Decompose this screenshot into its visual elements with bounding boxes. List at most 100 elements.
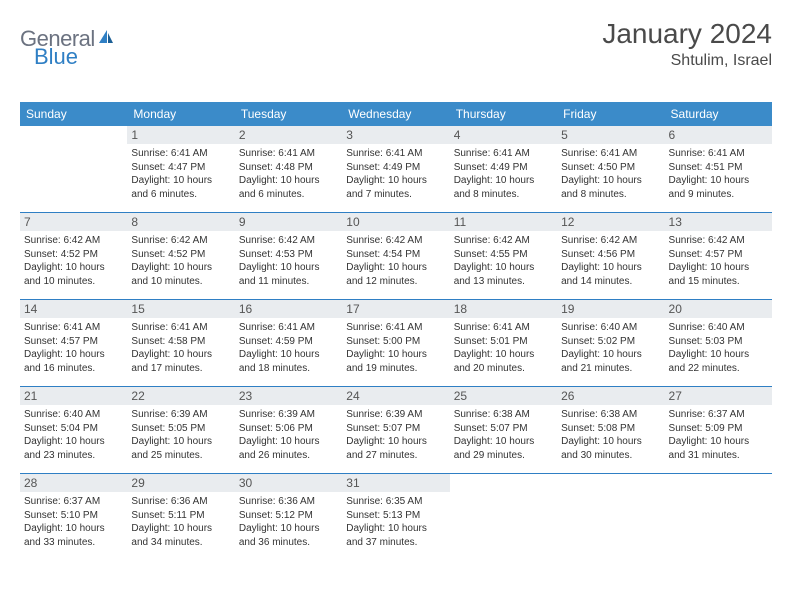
- sunrise-text: Sunrise: 6:36 AM: [131, 495, 230, 509]
- weekday-monday: Monday: [127, 102, 234, 126]
- day-number: 25: [450, 387, 557, 405]
- day-body: Sunrise: 6:42 AMSunset: 4:54 PMDaylight:…: [342, 231, 449, 292]
- month-title: January 2024: [602, 18, 772, 50]
- day-body: [450, 492, 557, 499]
- sunrise-text: Sunrise: 6:42 AM: [346, 234, 445, 248]
- week-row: 1Sunrise: 6:41 AMSunset: 4:47 PMDaylight…: [20, 126, 772, 213]
- weekday-thursday: Thursday: [450, 102, 557, 126]
- location: Shtulim, Israel: [602, 52, 772, 70]
- day-cell: 30Sunrise: 6:36 AMSunset: 5:12 PMDayligh…: [235, 474, 342, 560]
- sunset-text: Sunset: 5:04 PM: [24, 422, 123, 436]
- day-number: 3: [342, 126, 449, 144]
- week-row: 14Sunrise: 6:41 AMSunset: 4:57 PMDayligh…: [20, 300, 772, 387]
- sunrise-text: Sunrise: 6:36 AM: [239, 495, 338, 509]
- day-cell: 5Sunrise: 6:41 AMSunset: 4:50 PMDaylight…: [557, 126, 664, 212]
- sunset-text: Sunset: 5:02 PM: [561, 335, 660, 349]
- weekday-tuesday: Tuesday: [235, 102, 342, 126]
- day-number: 7: [20, 213, 127, 231]
- day-cell: 28Sunrise: 6:37 AMSunset: 5:10 PMDayligh…: [20, 474, 127, 560]
- day-cell: 13Sunrise: 6:42 AMSunset: 4:57 PMDayligh…: [665, 213, 772, 299]
- day-body: Sunrise: 6:40 AMSunset: 5:02 PMDaylight:…: [557, 318, 664, 379]
- sunrise-text: Sunrise: 6:41 AM: [239, 147, 338, 161]
- sunrise-text: Sunrise: 6:41 AM: [346, 321, 445, 335]
- week-row: 28Sunrise: 6:37 AMSunset: 5:10 PMDayligh…: [20, 474, 772, 560]
- sunset-text: Sunset: 5:01 PM: [454, 335, 553, 349]
- day-number: 2: [235, 126, 342, 144]
- sunrise-text: Sunrise: 6:41 AM: [131, 147, 230, 161]
- day-body: Sunrise: 6:41 AMSunset: 4:51 PMDaylight:…: [665, 144, 772, 205]
- daylight-text: Daylight: 10 hours and 26 minutes.: [239, 435, 338, 462]
- day-body: Sunrise: 6:35 AMSunset: 5:13 PMDaylight:…: [342, 492, 449, 553]
- daylight-text: Daylight: 10 hours and 8 minutes.: [454, 174, 553, 201]
- day-body: Sunrise: 6:39 AMSunset: 5:07 PMDaylight:…: [342, 405, 449, 466]
- daylight-text: Daylight: 10 hours and 33 minutes.: [24, 522, 123, 549]
- sunset-text: Sunset: 4:49 PM: [346, 161, 445, 175]
- day-body: Sunrise: 6:41 AMSunset: 4:49 PMDaylight:…: [450, 144, 557, 205]
- day-cell: 18Sunrise: 6:41 AMSunset: 5:01 PMDayligh…: [450, 300, 557, 386]
- sunset-text: Sunset: 4:56 PM: [561, 248, 660, 262]
- day-body: Sunrise: 6:41 AMSunset: 4:59 PMDaylight:…: [235, 318, 342, 379]
- sunrise-text: Sunrise: 6:40 AM: [669, 321, 768, 335]
- day-body: Sunrise: 6:40 AMSunset: 5:04 PMDaylight:…: [20, 405, 127, 466]
- day-body: Sunrise: 6:37 AMSunset: 5:10 PMDaylight:…: [20, 492, 127, 553]
- day-number: 13: [665, 213, 772, 231]
- day-cell: 16Sunrise: 6:41 AMSunset: 4:59 PMDayligh…: [235, 300, 342, 386]
- daylight-text: Daylight: 10 hours and 31 minutes.: [669, 435, 768, 462]
- sunset-text: Sunset: 4:48 PM: [239, 161, 338, 175]
- sunset-text: Sunset: 5:07 PM: [346, 422, 445, 436]
- sunset-text: Sunset: 4:47 PM: [131, 161, 230, 175]
- day-number: 8: [127, 213, 234, 231]
- sunset-text: Sunset: 4:55 PM: [454, 248, 553, 262]
- day-cell: [557, 474, 664, 560]
- sunrise-text: Sunrise: 6:42 AM: [669, 234, 768, 248]
- sunset-text: Sunset: 4:49 PM: [454, 161, 553, 175]
- day-cell: 22Sunrise: 6:39 AMSunset: 5:05 PMDayligh…: [127, 387, 234, 473]
- day-number: 26: [557, 387, 664, 405]
- daylight-text: Daylight: 10 hours and 7 minutes.: [346, 174, 445, 201]
- day-cell: 10Sunrise: 6:42 AMSunset: 4:54 PMDayligh…: [342, 213, 449, 299]
- sunset-text: Sunset: 5:13 PM: [346, 509, 445, 523]
- sunrise-text: Sunrise: 6:41 AM: [131, 321, 230, 335]
- day-cell: 17Sunrise: 6:41 AMSunset: 5:00 PMDayligh…: [342, 300, 449, 386]
- day-number: 16: [235, 300, 342, 318]
- day-number: 12: [557, 213, 664, 231]
- day-body: Sunrise: 6:41 AMSunset: 4:47 PMDaylight:…: [127, 144, 234, 205]
- sunset-text: Sunset: 5:06 PM: [239, 422, 338, 436]
- day-number: 9: [235, 213, 342, 231]
- daylight-text: Daylight: 10 hours and 16 minutes.: [24, 348, 123, 375]
- sunrise-text: Sunrise: 6:38 AM: [454, 408, 553, 422]
- day-cell: 27Sunrise: 6:37 AMSunset: 5:09 PMDayligh…: [665, 387, 772, 473]
- day-cell: [20, 126, 127, 212]
- day-body: Sunrise: 6:42 AMSunset: 4:56 PMDaylight:…: [557, 231, 664, 292]
- daylight-text: Daylight: 10 hours and 12 minutes.: [346, 261, 445, 288]
- day-body: Sunrise: 6:42 AMSunset: 4:55 PMDaylight:…: [450, 231, 557, 292]
- day-number: 21: [20, 387, 127, 405]
- day-number: 19: [557, 300, 664, 318]
- sunrise-text: Sunrise: 6:39 AM: [131, 408, 230, 422]
- day-number: 15: [127, 300, 234, 318]
- sunrise-text: Sunrise: 6:37 AM: [24, 495, 123, 509]
- day-body: Sunrise: 6:41 AMSunset: 4:50 PMDaylight:…: [557, 144, 664, 205]
- day-body: Sunrise: 6:42 AMSunset: 4:57 PMDaylight:…: [665, 231, 772, 292]
- day-body: Sunrise: 6:41 AMSunset: 4:48 PMDaylight:…: [235, 144, 342, 205]
- day-number: [665, 474, 772, 492]
- daylight-text: Daylight: 10 hours and 27 minutes.: [346, 435, 445, 462]
- day-number: 17: [342, 300, 449, 318]
- sunrise-text: Sunrise: 6:40 AM: [24, 408, 123, 422]
- daylight-text: Daylight: 10 hours and 19 minutes.: [346, 348, 445, 375]
- calendar: SundayMondayTuesdayWednesdayThursdayFrid…: [20, 102, 772, 560]
- sunrise-text: Sunrise: 6:42 AM: [131, 234, 230, 248]
- sunrise-text: Sunrise: 6:41 AM: [669, 147, 768, 161]
- day-body: Sunrise: 6:40 AMSunset: 5:03 PMDaylight:…: [665, 318, 772, 379]
- week-row: 21Sunrise: 6:40 AMSunset: 5:04 PMDayligh…: [20, 387, 772, 474]
- weekday-row: SundayMondayTuesdayWednesdayThursdayFrid…: [20, 102, 772, 126]
- sunset-text: Sunset: 4:53 PM: [239, 248, 338, 262]
- daylight-text: Daylight: 10 hours and 25 minutes.: [131, 435, 230, 462]
- daylight-text: Daylight: 10 hours and 15 minutes.: [669, 261, 768, 288]
- sunrise-text: Sunrise: 6:39 AM: [346, 408, 445, 422]
- sunset-text: Sunset: 5:03 PM: [669, 335, 768, 349]
- day-number: [557, 474, 664, 492]
- sunset-text: Sunset: 4:50 PM: [561, 161, 660, 175]
- day-number: 10: [342, 213, 449, 231]
- sunrise-text: Sunrise: 6:41 AM: [454, 147, 553, 161]
